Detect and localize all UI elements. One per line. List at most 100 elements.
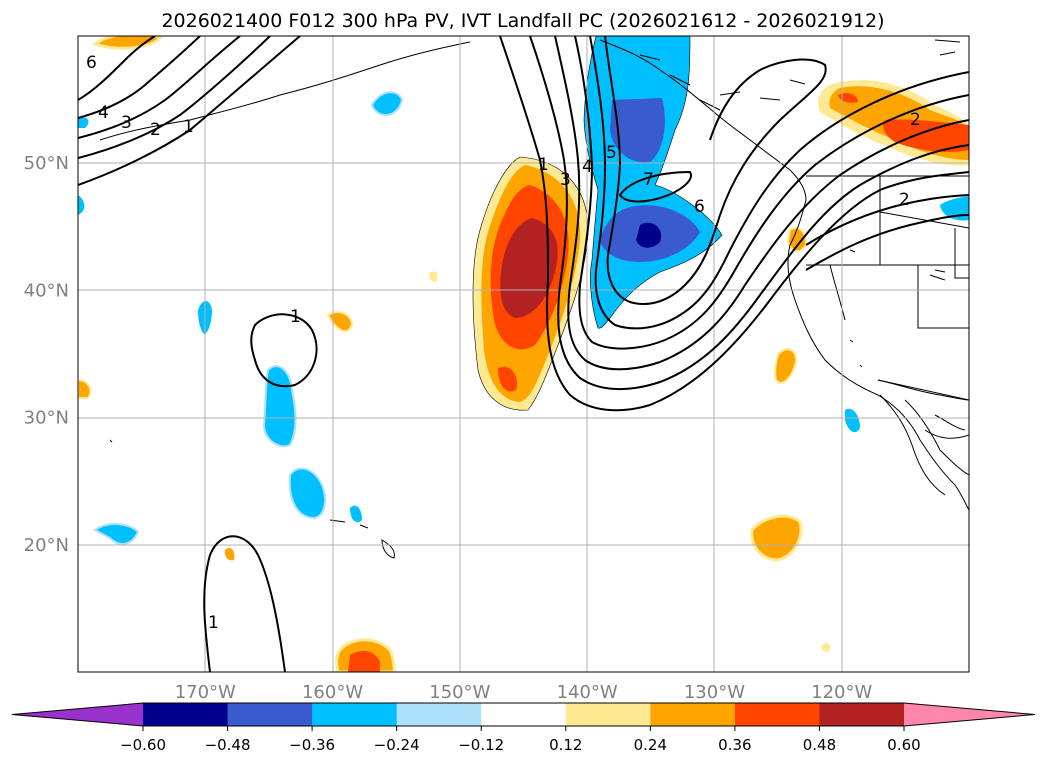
colorbar-tick-label: 0.48 [803,736,836,754]
pv-contour-1-closed [250,313,318,388]
shade-pos-small-2 [78,378,92,399]
colorbar-tick-label: −0.60 [120,736,166,754]
pv-contour-trough-4 [574,36,969,350]
colorbar-tick-label: 0.12 [549,736,582,754]
colorbar-tick-label: 0.60 [887,736,920,754]
shade-negative-trough-blue [610,98,665,163]
pv-contour-ridge-2 [805,194,969,246]
pv-contour-3-north [78,36,241,139]
contour-label: 3 [560,170,571,190]
lat-tick-label: 30°N [24,408,69,429]
contour-label: 2 [910,110,921,130]
coast-small-islands [109,339,863,443]
shade-positive-band-darkred [500,218,558,318]
shade-neg-small-8 [940,196,969,221]
shade-positive-band-south [498,366,518,392]
pv-contours [78,36,969,672]
pv-contour-ridge-1 [805,214,969,271]
colorbar-segment [227,703,313,726]
contour-label: 7 [643,170,654,190]
colorbar-tick-label: −0.48 [205,736,251,754]
colorbar-tick-label: −0.24 [374,736,420,754]
coast-gulf-california [924,414,969,439]
coast-alaska-islands [639,39,961,111]
shade-pos-small-9 [429,271,438,282]
shade-positive-nw-red-2 [838,92,858,103]
contour-label: 1 [183,117,194,137]
lon-tick-label: 120°W [811,682,872,703]
colorbar-segment [565,703,651,726]
coast-baja [879,394,969,496]
lon-tick-label: 170°W [175,682,236,703]
shade-neg-small-1 [370,91,404,116]
contour-label: 4 [582,157,593,177]
lon-tick-label: 130°W [684,682,745,703]
contour-label: 5 [606,143,617,163]
pv-contour-labels: 6 4 3 2 1 1 3 4 5 7 6 2 2 1 1 [86,53,921,633]
shade-neg-small-4 [288,467,327,520]
lat-tick-label: 20°N [24,535,69,556]
pv-contour-trough-6 [604,36,827,305]
contour-label: 3 [121,113,132,133]
colorbar-tick-label: −0.12 [458,736,504,754]
lon-tick-label: 140°W [557,682,618,703]
map-area: 6 4 3 2 1 1 3 4 5 7 6 2 2 1 1 [78,36,969,672]
contour-label: 2 [899,190,910,210]
contour-label: 2 [150,120,161,140]
shade-neg-small-6 [93,523,140,545]
colorbar: −0.60 −0.48 −0.36 −0.24 −0.12 0.12 0.24 0.36 0.4… [11,702,1036,754]
lon-tick-label: 160°W [302,682,363,703]
colorbar-extend-min [12,703,143,726]
gridlines [78,36,969,672]
shade-pos-small-6 [348,650,380,672]
colorbar-segment [819,703,905,726]
pv-contour-trough-5 [589,36,969,330]
lat-tick-label: 50°N [24,153,69,174]
colorbar-segment [650,703,736,726]
contour-label: 1 [208,613,219,633]
shade-pos-small-10 [821,643,831,652]
colorbar-segment [481,703,567,726]
contour-label: 6 [86,53,97,73]
pv-contour-4-north [78,36,201,119]
shade-neg-small-5 [350,505,362,523]
pv-contour-7 [618,170,692,203]
lat-tick-label: 40°N [24,280,69,301]
pv-contour-trough-3 [554,36,969,371]
coast-north-america-west [787,199,969,511]
coast-alaska-south [599,39,807,201]
chart-title: 2026021400 F012 300 hPa PV, IVT Landfall… [161,10,884,32]
colorbar-segment [143,703,229,726]
contour-label: 1 [538,155,549,175]
pv-contour-1-south [203,535,286,672]
pv-contour-1-north [78,36,301,186]
lon-tick-label: 150°W [429,682,490,703]
pv-contour-2-north [78,36,271,159]
colorbar-segment [734,703,820,726]
colorbar-tick-label: −0.36 [289,736,335,754]
shade-neg-small-7 [845,408,860,433]
latitude-tick-labels: 20°N 30°N 40°N 50°N [24,153,69,556]
shade-negative-trough-navy [636,222,662,248]
contour-label: 1 [290,307,301,327]
shade-pos-small-1 [326,311,354,333]
colorbar-extend-max [904,703,1035,726]
shade-neg-small-9 [78,195,85,215]
pv-contour-trough-1 [499,36,969,412]
contour-label: 4 [98,103,109,123]
pv-contour-trough-2 [529,36,969,390]
pv-contour-6-north [78,36,156,101]
shade-pos-small-4 [750,514,803,562]
colorbar-tick-label: 0.24 [634,736,667,754]
shade-neg-small-10 [78,117,89,128]
colorbar-tick-label: 0.36 [718,736,751,754]
contour-label: 6 [694,197,705,217]
coast-pacific-nw-islands [719,79,946,281]
shade-pos-small-7 [786,227,808,253]
colorbar-segment [312,703,398,726]
shaded-regions [78,36,969,672]
longitude-tick-labels: 170°W 160°W 150°W 140°W 130°W 120°W [175,682,873,703]
colorbar-segment [396,703,482,726]
border-states [806,176,969,401]
